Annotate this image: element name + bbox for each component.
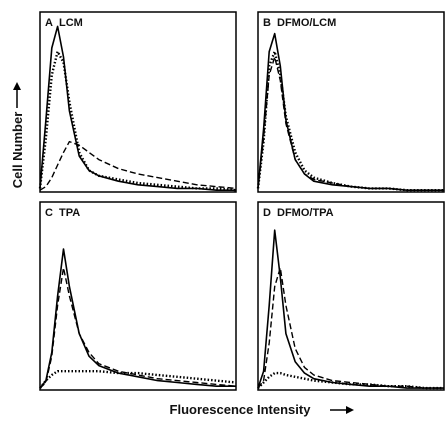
panel-title: LCM xyxy=(59,17,83,29)
panel-letter: A xyxy=(45,17,53,29)
x-arrow xyxy=(330,406,354,414)
y-axis-label: Cell Number xyxy=(10,112,25,189)
x-axis-label: Fluorescence Intensity xyxy=(170,402,312,417)
histogram-line xyxy=(39,248,236,389)
panel-letter: B xyxy=(263,17,271,29)
histogram-line xyxy=(256,50,444,192)
panel-frame xyxy=(257,11,445,193)
panel-frame xyxy=(39,11,237,193)
histogram-line xyxy=(257,229,444,389)
histogram-line xyxy=(39,370,237,389)
panel-title: TPA xyxy=(59,207,80,219)
histogram-line xyxy=(39,267,237,389)
panel-frame xyxy=(257,201,445,391)
histogram-line xyxy=(39,25,236,191)
panel-letter: C xyxy=(45,207,53,219)
histogram-line xyxy=(257,371,444,390)
histogram-line xyxy=(257,56,444,191)
y-arrow xyxy=(13,82,21,108)
histogram-line xyxy=(257,267,444,389)
panel-frame xyxy=(39,201,237,391)
histogram-line xyxy=(38,50,237,192)
histogram-line xyxy=(39,140,237,191)
panel-letter: D xyxy=(263,207,271,219)
panel-title: DFMO/LCM xyxy=(277,17,336,29)
panel-title: DFMO/TPA xyxy=(277,207,334,219)
